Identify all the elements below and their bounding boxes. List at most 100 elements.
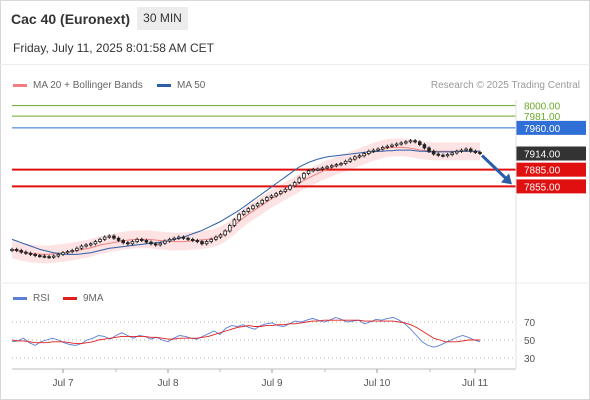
candle <box>79 244 84 250</box>
x-tick-label: Jul 9 <box>261 378 283 389</box>
candle <box>385 144 390 150</box>
candle <box>255 202 260 208</box>
candle-body <box>316 168 320 171</box>
candle <box>394 142 399 147</box>
candle <box>241 209 246 216</box>
candle <box>42 254 47 259</box>
candle <box>181 235 186 240</box>
candle <box>334 162 339 168</box>
candle-body <box>42 255 47 258</box>
ma20-legend-label: MA 20 + Bollinger Bands <box>33 80 143 91</box>
candle <box>214 235 218 242</box>
rsi-swatch <box>13 297 27 300</box>
candle-body <box>186 237 190 240</box>
candle-body <box>223 230 227 236</box>
candle-body <box>468 148 473 152</box>
candle <box>177 235 181 240</box>
candle-body <box>107 235 112 238</box>
candle-body <box>190 238 195 241</box>
candle <box>51 254 56 259</box>
candle <box>390 143 394 148</box>
level-text: 7960.00 <box>524 124 561 135</box>
candle <box>260 198 264 206</box>
candle <box>167 237 172 243</box>
candle <box>209 237 214 244</box>
candle <box>413 139 417 144</box>
candle-body <box>427 147 431 152</box>
candle-body <box>177 236 181 239</box>
candle <box>376 147 380 152</box>
candle-body <box>121 240 125 244</box>
candle <box>399 141 404 146</box>
candle-body <box>228 225 232 232</box>
candle-body <box>79 245 84 249</box>
candle <box>274 191 278 198</box>
candle <box>116 236 121 243</box>
candle-body <box>302 173 306 179</box>
ma50-line <box>11 149 480 255</box>
candle-body <box>144 240 149 243</box>
candle <box>200 239 204 246</box>
candle-body <box>329 165 334 168</box>
candle-body <box>51 255 56 258</box>
candle-body <box>200 241 204 245</box>
candle-body <box>14 248 19 251</box>
candle <box>371 148 376 153</box>
candle-body <box>116 237 121 241</box>
candle-body <box>385 145 390 148</box>
candle-body <box>241 211 246 215</box>
candle-body <box>404 141 408 144</box>
candle <box>459 148 464 153</box>
candle <box>33 252 37 258</box>
candle <box>311 168 315 173</box>
candle-body <box>75 247 79 251</box>
candle <box>436 152 441 157</box>
candle-body <box>265 197 269 201</box>
candle-body <box>24 251 28 254</box>
candle-body <box>163 240 167 244</box>
candle <box>269 194 274 200</box>
candle-body <box>464 148 468 151</box>
candle-body <box>343 160 348 164</box>
candle-body <box>237 213 241 221</box>
candle-body <box>399 142 404 145</box>
candle-body <box>311 169 315 172</box>
level-label-7885.00: 7885.00 <box>516 162 586 177</box>
candle-body <box>376 148 380 151</box>
candle <box>121 238 125 245</box>
candle <box>70 248 75 254</box>
candle <box>316 167 320 172</box>
candle-body <box>33 253 37 256</box>
datetime-label: Friday, July 11, 2025 8:01:58 AM CET <box>13 41 214 55</box>
candle-body <box>441 154 445 157</box>
candle-body <box>70 250 75 253</box>
candle-body <box>436 153 441 156</box>
candle-body <box>10 248 14 251</box>
candle-body <box>139 238 144 241</box>
candle <box>288 184 292 191</box>
candle-body <box>158 242 163 246</box>
level-label-7914.00: 7914.00 <box>516 146 586 161</box>
ma9-legend-label: 9MA <box>83 293 104 304</box>
candle <box>204 239 209 246</box>
candle-body <box>209 238 214 242</box>
candle <box>223 229 227 237</box>
level-box <box>516 179 586 194</box>
candle <box>186 236 190 242</box>
candle-body <box>88 243 93 246</box>
timeframe-button[interactable]: 30 MIN <box>137 7 188 30</box>
level-label-7960.00: 7960.00 <box>516 120 586 135</box>
candle <box>408 139 413 144</box>
candle <box>468 147 473 153</box>
candle <box>135 237 139 244</box>
candle <box>61 251 65 257</box>
candle <box>292 180 297 188</box>
candle <box>130 239 135 246</box>
ma50-legend-label: MA 50 <box>177 80 206 91</box>
candle-body <box>126 242 130 245</box>
candle-body <box>214 236 218 240</box>
candle <box>218 233 223 239</box>
candle-body <box>339 163 343 166</box>
candle-body <box>255 203 260 207</box>
candle <box>464 147 468 152</box>
